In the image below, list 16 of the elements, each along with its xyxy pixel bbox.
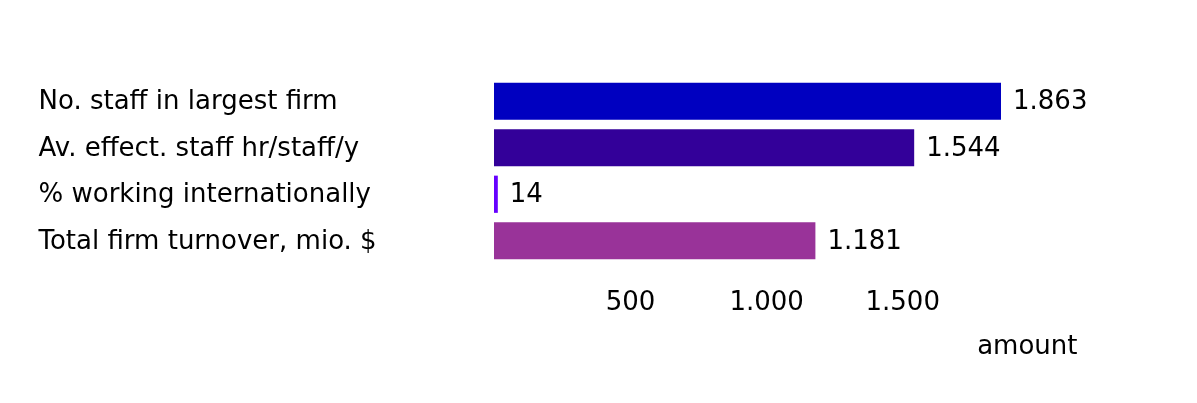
bar (494, 222, 816, 260)
x-tick-label: 1.500 (865, 285, 940, 316)
y-tick-label: Av. effect. staff hr/staff/y (38, 131, 360, 162)
data-label: 1.544 (926, 131, 1001, 162)
data-label: 1.863 (1013, 85, 1088, 116)
bar (494, 82, 1001, 120)
bar (494, 129, 915, 167)
data-label: 1.181 (827, 224, 902, 255)
data-label: 14 (509, 178, 543, 209)
bar (494, 175, 498, 213)
x-tick-label: 500 (605, 285, 656, 316)
y-tick-label: No. staff in largest firm (38, 85, 338, 116)
y-tick-label: % working internationally (38, 178, 371, 209)
x-tick-label: 1.000 (729, 285, 804, 316)
x-axis-title: amount (977, 329, 1078, 360)
y-tick-label: Total firm turnover, mio. $ (37, 224, 377, 255)
